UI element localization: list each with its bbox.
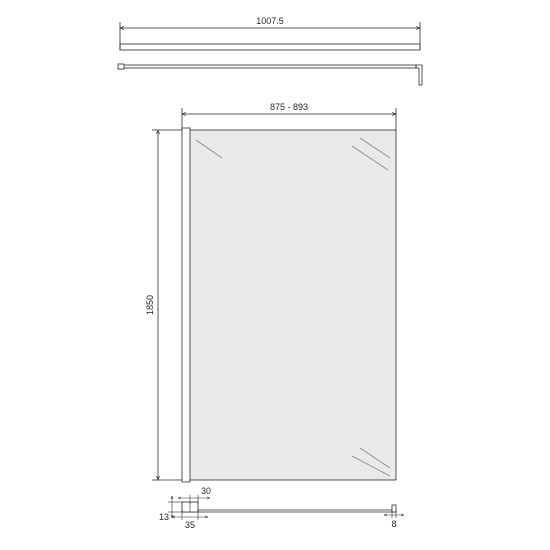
dim-panel-thickness: 8 <box>391 519 396 529</box>
panel-group: 875 - 893 1850 <box>145 102 396 482</box>
top-rail <box>120 44 420 50</box>
glass-edge <box>392 505 396 512</box>
glass-panel <box>188 130 396 480</box>
wall-profile <box>182 128 190 482</box>
dim-bracket-outer: 35 <box>185 520 195 530</box>
technical-drawing: 1007.5 875 - 893 1850 <box>0 0 550 550</box>
arm-hook <box>416 65 422 85</box>
top-bar-group: 1007.5 <box>118 16 422 85</box>
dim-panel-width: 875 - 893 <box>270 102 308 112</box>
dim-base-thickness: 13 <box>159 512 169 522</box>
bottom-section: 30 35 13 8 <box>159 486 404 530</box>
dim-bracket-inner: 30 <box>201 486 211 496</box>
support-arm <box>120 65 416 68</box>
dim-panel-height: 1850 <box>145 295 155 315</box>
dim-top-width: 1007.5 <box>256 16 284 26</box>
